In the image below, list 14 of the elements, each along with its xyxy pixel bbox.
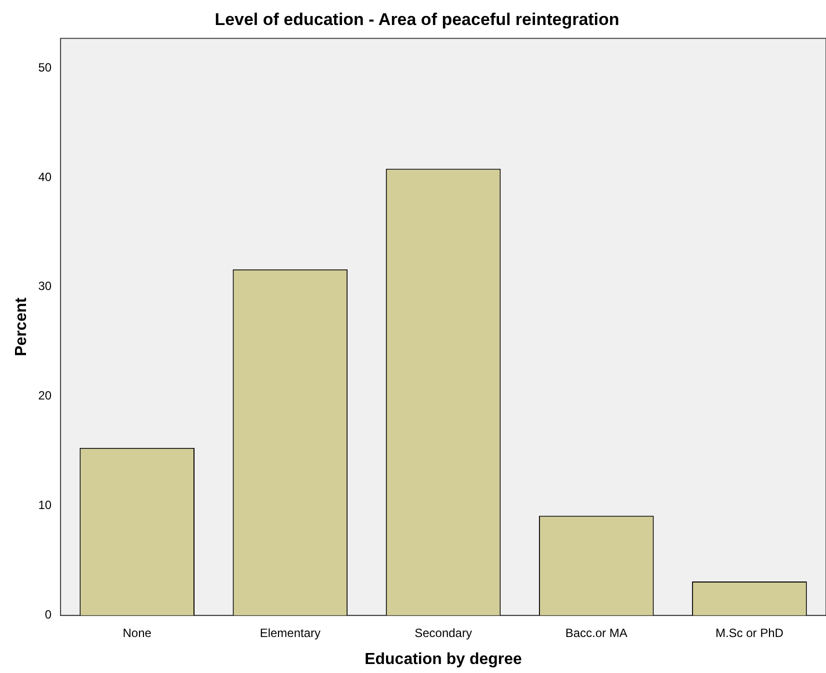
chart-title: Level of education - Area of peaceful reintegration	[214, 10, 620, 29]
y-tick-label: 40	[38, 170, 52, 184]
x-axis-title: Education by degree	[364, 650, 522, 668]
y-axis-title: Percent	[13, 296, 30, 356]
y-tick-label: 20	[38, 388, 52, 403]
x-tick-label: Elementary	[260, 626, 321, 640]
y-tick-label: 30	[38, 279, 52, 294]
x-tick-label: None	[122, 626, 152, 640]
x-tick-label: M.Sc or PhD	[715, 626, 784, 640]
x-tick-label: Secondary	[414, 626, 472, 640]
x-tick-label: Bacc.or MA	[565, 626, 628, 640]
y-tick-label: 0	[44, 608, 52, 622]
y-tick-label: 10	[38, 498, 52, 512]
y-tick-label: 50	[38, 60, 52, 74]
